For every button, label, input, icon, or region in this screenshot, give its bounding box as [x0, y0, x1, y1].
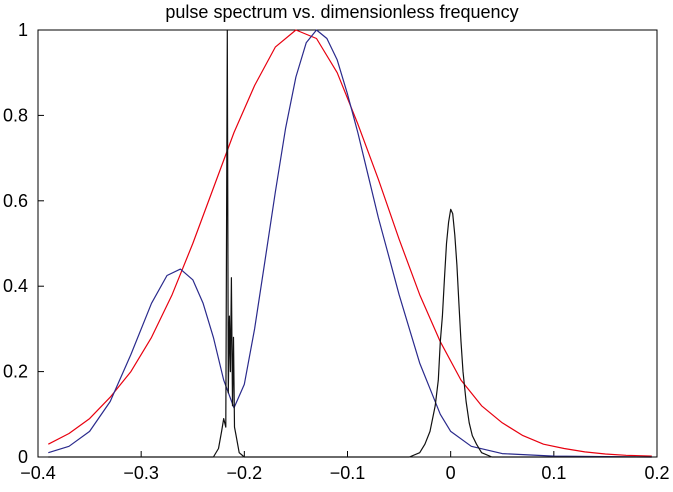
y-tick-label: 0.8: [3, 105, 28, 125]
y-tick-label: 0.4: [3, 276, 28, 296]
series-line-red: [48, 29, 652, 457]
y-tick-label: 0: [18, 447, 28, 467]
y-tick-label: 0.2: [3, 362, 28, 382]
y-tick-label: 0.6: [3, 191, 28, 211]
x-tick-label: −0.4: [20, 463, 56, 483]
x-tick-label: 0.2: [644, 463, 669, 483]
chart-title: pulse spectrum vs. dimensionless frequen…: [165, 2, 518, 22]
x-tick-label: 0.1: [541, 463, 566, 483]
x-tick-label: 0: [446, 463, 456, 483]
x-tick-label: −0.1: [330, 463, 366, 483]
x-axis-ticks: −0.4 −0.3 −0.2 −0.1 0 0.1 0.2: [20, 451, 670, 483]
series-group: [48, 29, 652, 458]
series-line-blue: [48, 29, 652, 458]
x-tick-label: −0.2: [227, 463, 263, 483]
x-tick-label: −0.3: [123, 463, 159, 483]
y-tick-label: 1: [18, 20, 28, 40]
y-axis-ticks: 0 0.2 0.4 0.6 0.8 1: [3, 20, 44, 467]
series-line-black: [48, 29, 652, 458]
